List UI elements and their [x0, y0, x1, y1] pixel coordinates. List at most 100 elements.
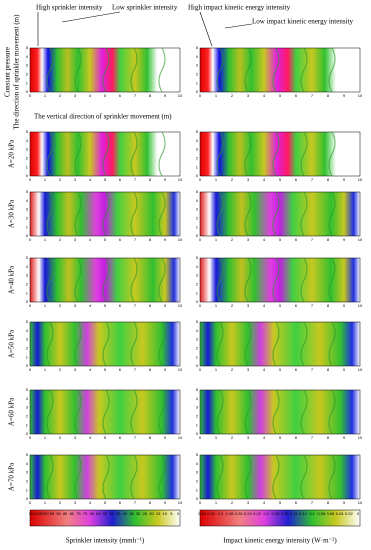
contour-panel	[199, 47, 361, 93]
contour-wave	[46, 257, 54, 303]
x-tick-label: 7	[134, 500, 137, 505]
y-tick-label: 0	[196, 89, 199, 94]
y-tick-label: 5	[196, 452, 199, 457]
x-tick-label: 9	[164, 303, 167, 308]
x-tick-label: 2	[59, 237, 62, 242]
y-tick-label: 2	[26, 71, 29, 76]
contour-panel	[199, 454, 361, 500]
x-tick-label: 6	[119, 237, 122, 242]
x-tick-label: 4	[89, 177, 92, 182]
contour-wave	[244, 191, 252, 237]
x-tick-label: 1	[215, 93, 218, 98]
y-tick-label: 1	[196, 164, 199, 169]
colorbar-label: 0.16	[281, 511, 290, 516]
contour-wave	[130, 47, 138, 93]
contour-panel	[29, 131, 181, 177]
colorbar-label: 35	[129, 511, 134, 516]
contour-wave	[158, 389, 166, 435]
x-tick-label: 7	[134, 303, 137, 308]
x-tick-label: 1	[44, 93, 47, 98]
y-tick-label: 3	[196, 207, 199, 212]
contour-wave	[46, 47, 54, 93]
colorbar-label: 0.1	[309, 511, 315, 516]
x-tick-label: 10	[358, 500, 363, 505]
x-tick-label: 6	[119, 435, 122, 440]
contour-panel	[29, 191, 181, 237]
y-tick-label: 0	[26, 233, 29, 238]
colorbar-label: 105	[35, 511, 42, 516]
colorbar-label: 60	[96, 511, 101, 516]
x-tick-label: 0	[29, 500, 32, 505]
colorbar-label: 50	[109, 511, 114, 516]
contour-wave	[272, 47, 280, 93]
colorbar-label: 100	[42, 511, 49, 516]
x-tick-label: 7	[311, 435, 314, 440]
colorbar-label: 0.24	[244, 511, 253, 516]
contour-wave	[74, 191, 82, 237]
x-tick-label: 3	[247, 500, 250, 505]
x-tick-label: 0	[29, 237, 32, 242]
contour-wave	[244, 257, 252, 303]
x-tick-label: 10	[358, 303, 363, 308]
x-tick-label: 10	[178, 435, 183, 440]
y-tick-label: 3	[196, 470, 199, 475]
colorbar-label: 40	[123, 511, 128, 516]
y-tick-label: 0	[196, 431, 199, 436]
row-label: The direction of sprinkler movement (m)	[13, 14, 21, 130]
contour-wave	[328, 321, 336, 367]
row-label: A=40 kPa	[8, 265, 16, 294]
row-label: A=30 kPa	[8, 199, 16, 228]
contour-wave	[46, 389, 54, 435]
y-tick-label: 2	[26, 155, 29, 160]
x-tick-label: 10	[178, 367, 183, 372]
x-tick-label: 1	[215, 367, 218, 372]
x-tick-label: 10	[358, 93, 363, 98]
y-tick-label: 1	[26, 224, 29, 229]
x-tick-label: 8	[149, 177, 152, 182]
y-tick-label: 5	[26, 319, 29, 324]
x-tick-label: 7	[311, 303, 314, 308]
x-tick-label: 8	[327, 435, 330, 440]
y-tick-label: 3	[26, 405, 29, 410]
x-tick-label: 7	[311, 500, 314, 505]
contour-wave	[216, 191, 224, 237]
x-tick-label: 3	[247, 177, 250, 182]
x-tick-label: 3	[74, 237, 77, 242]
x-tick-label: 2	[231, 93, 234, 98]
colorbar-label: 90	[56, 511, 61, 516]
x-tick-label: 2	[59, 93, 62, 98]
contour-panel	[29, 321, 181, 367]
x-tick-label: 1	[44, 237, 47, 242]
x-tick-label: 6	[295, 177, 298, 182]
x-tick-label: 4	[89, 237, 92, 242]
colorbar-label: 0.3	[218, 511, 224, 516]
x-tick-label: 7	[134, 237, 137, 242]
contour-wave	[272, 454, 280, 500]
y-tick-label: 0	[196, 233, 199, 238]
x-tick-label: 6	[295, 367, 298, 372]
arrows	[37, 11, 253, 47]
x-tick-label: 9	[164, 435, 167, 440]
contour-wave	[300, 191, 308, 237]
x-tick-label: 9	[164, 367, 167, 372]
x-tick-label: 7	[134, 435, 137, 440]
contour-wave	[74, 131, 82, 177]
x-tick-label: 4	[89, 500, 92, 505]
x-tick-label: 1	[44, 367, 47, 372]
colorbar-label: 15	[156, 511, 161, 516]
x-tick-label: 8	[149, 93, 152, 98]
x-tick-label: 8	[149, 237, 152, 242]
y-tick-label: 4	[196, 396, 199, 401]
x-tick-label: 1	[44, 177, 47, 182]
x-tick-label: 4	[263, 177, 266, 182]
x-tick-label: 9	[164, 93, 167, 98]
y-tick-label: 4	[196, 138, 199, 143]
contour-wave	[216, 131, 224, 177]
x-tick-label: 0	[29, 367, 32, 372]
contour-panel	[199, 257, 361, 303]
contour-wave	[328, 47, 336, 93]
x-tick-label: 5	[279, 237, 282, 242]
colorbar	[29, 509, 181, 527]
x-tick-label: 9	[343, 367, 346, 372]
annotation: The vertical direction of sprinkler move…	[34, 113, 172, 121]
